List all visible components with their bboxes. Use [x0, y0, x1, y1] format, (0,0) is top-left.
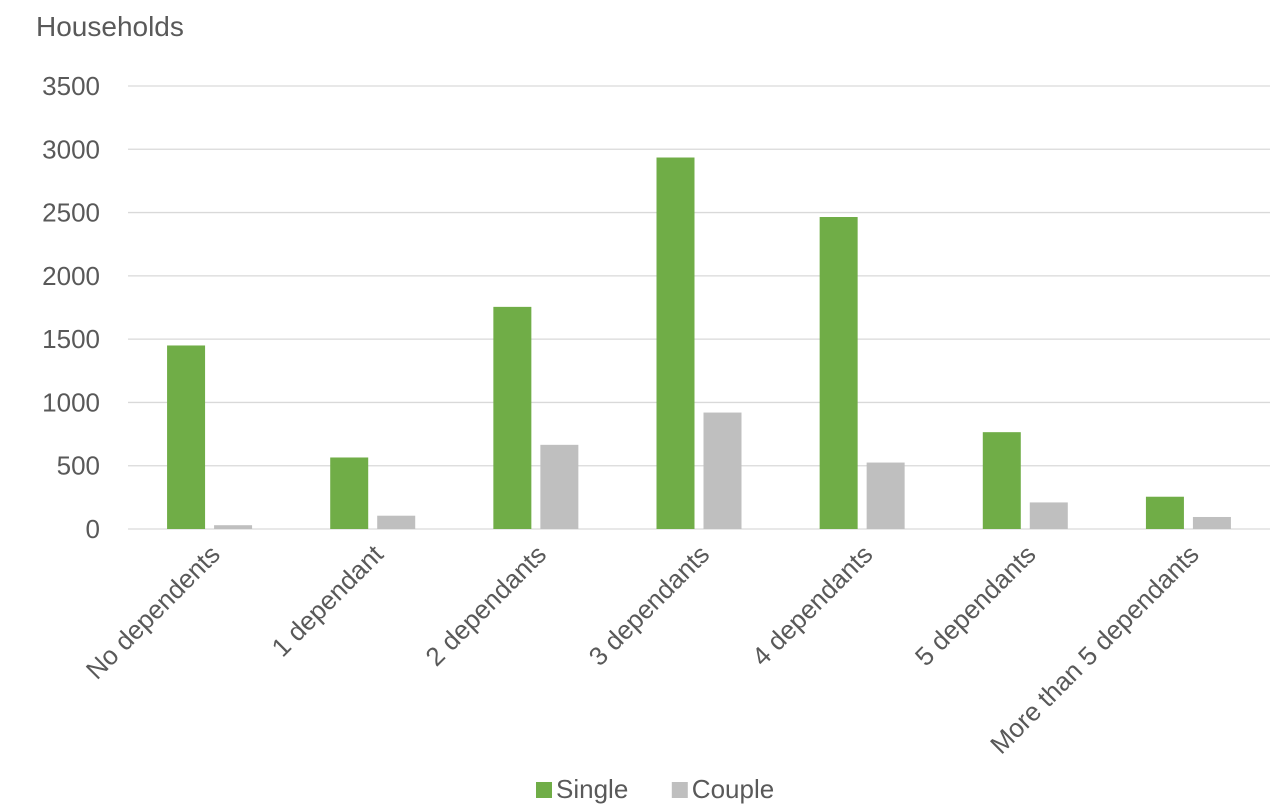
category-label: 5 dependants: [909, 539, 1042, 672]
legend-label-single: Single: [556, 774, 628, 804]
y-tick-label: 500: [57, 451, 100, 481]
legend-swatch-single: [536, 782, 552, 798]
bar-single-2: [493, 306, 532, 529]
bar-couple-6: [1192, 516, 1231, 529]
category-labels: No dependents 1 dependant 2 dependants 3 de…: [80, 538, 1205, 759]
y-tick-label: 2500: [42, 198, 100, 228]
y-tick-label: 3000: [42, 134, 100, 164]
y-tick-label: 3500: [42, 71, 100, 101]
category-label: 2 dependants: [419, 539, 552, 672]
category-label: 4 dependants: [746, 539, 879, 672]
bar-single-6: [1145, 496, 1184, 529]
bar-single-3: [656, 157, 695, 529]
bars: [167, 157, 1231, 529]
y-tick-label: 0: [86, 514, 100, 544]
bar-couple-5: [1029, 502, 1068, 529]
legend-swatch-couple: [671, 782, 688, 798]
bar-single-5: [982, 432, 1021, 529]
y-tick-label: 1000: [42, 387, 100, 417]
legend: Single Couple: [536, 774, 774, 804]
bar-couple-4: [866, 462, 905, 529]
gridlines: [128, 85, 1270, 530]
y-axis-ticks: 0 500 1000 1500 2000 2500 3000 3500: [42, 71, 100, 544]
bar-single-1: [330, 457, 369, 529]
bar-couple-3: [703, 412, 742, 529]
bar-single-0: [167, 345, 206, 529]
bar-couple-2: [540, 444, 579, 529]
y-tick-label: 1500: [42, 324, 100, 354]
bar-couple-0: [214, 525, 253, 529]
bar-single-4: [819, 217, 858, 529]
category-label: 3 dependants: [583, 539, 716, 672]
y-axis-title: Households: [36, 11, 184, 42]
y-tick-label: 2000: [42, 261, 100, 291]
legend-label-couple: Couple: [692, 774, 774, 804]
category-label: 1 dependant: [266, 538, 390, 662]
category-label: No dependents: [80, 539, 226, 685]
bar-couple-1: [377, 515, 416, 529]
